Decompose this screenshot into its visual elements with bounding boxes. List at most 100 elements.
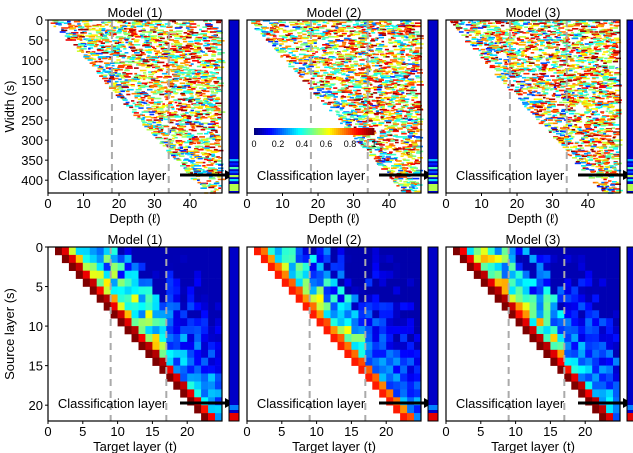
heatmap-cell — [554, 84, 560, 87]
heatmap-cell — [534, 43, 538, 45]
heatmap-cell — [585, 66, 593, 69]
colorbar-swatch — [286, 128, 289, 135]
heatmap-cell — [526, 41, 532, 44]
heatmap-cell — [151, 85, 158, 88]
heatmap-cell — [192, 77, 199, 80]
heatmap-cell — [174, 116, 182, 118]
heatmap-cell — [387, 104, 394, 106]
heatmap-cell — [163, 137, 169, 140]
heatmap-cell — [182, 79, 187, 81]
heatmap-cell — [147, 108, 153, 110]
heatmap-cell — [404, 85, 409, 88]
heatmap-cell — [132, 24, 136, 26]
heatmap-cell — [365, 78, 370, 81]
heatmap-cell — [414, 49, 420, 52]
heatmap-cell — [585, 129, 590, 132]
heatmap-cell — [209, 143, 217, 145]
heatmap-cell — [534, 84, 540, 87]
heatmap-cell — [560, 40, 564, 43]
heatmap-cell — [100, 33, 104, 36]
heatmap-cell — [300, 57, 305, 60]
heatmap-cell — [65, 39, 72, 41]
heatmap-cell — [366, 20, 374, 23]
heatmap-cell — [334, 36, 339, 38]
heatmap-cell — [587, 48, 592, 50]
heatmap-cell — [608, 65, 615, 68]
heatmap-cell — [382, 139, 390, 141]
heatmap-cell — [346, 24, 351, 27]
heatmap-cell — [384, 80, 392, 82]
heatmap-cell — [169, 119, 176, 121]
heatmap-cell — [217, 82, 224, 85]
heatmap-cell — [88, 48, 91, 50]
heatmap-cell — [504, 73, 511, 76]
heatmap-cell — [52, 20, 59, 22]
heatmap-cell — [213, 161, 217, 163]
heatmap-cell — [201, 171, 207, 173]
heatmap-cell — [191, 166, 195, 169]
heatmap-cell — [329, 78, 334, 81]
heatmap-cell — [273, 31, 280, 33]
heatmap-cell — [183, 32, 187, 34]
heatmap-cell — [599, 43, 607, 45]
heatmap-cell — [553, 22, 558, 24]
heatmap-cell — [325, 28, 331, 31]
heatmap-cell — [382, 61, 385, 64]
heatmap-cell — [592, 124, 599, 126]
heatmap-cell — [147, 126, 155, 129]
heatmap-cell — [183, 159, 191, 161]
colorbar-swatch — [282, 128, 285, 135]
heatmap-cell — [534, 36, 540, 38]
heatmap-cell — [327, 103, 331, 105]
heatmap-cell — [593, 130, 600, 133]
heatmap-cell — [300, 26, 305, 28]
heatmap-cell — [356, 86, 363, 89]
heatmap-cell — [339, 116, 345, 119]
heatmap-cell — [131, 55, 136, 57]
heatmap-cell — [202, 157, 206, 159]
heatmap-cell — [333, 104, 340, 107]
heatmap-cell — [171, 59, 176, 61]
heatmap-cell — [602, 122, 608, 125]
heatmap-cell — [192, 168, 198, 170]
heatmap-cell — [392, 86, 397, 89]
heatmap-cell — [139, 86, 146, 89]
heatmap-cell — [215, 108, 221, 110]
heatmap-cell — [352, 83, 356, 85]
heatmap-cell — [550, 110, 554, 113]
heatmap-cell — [377, 91, 384, 93]
heatmap-cell — [461, 34, 468, 36]
heatmap-cell — [401, 48, 407, 50]
heatmap-cell — [603, 62, 607, 64]
heatmap-cell — [409, 187, 413, 189]
heatmap-cell — [203, 81, 211, 84]
heatmap-cell — [114, 91, 121, 93]
heatmap-cell — [217, 104, 222, 107]
heatmap-cell — [401, 106, 405, 109]
heatmap-cell — [545, 117, 553, 120]
heatmap-cell — [584, 131, 590, 133]
heatmap-cell — [383, 159, 390, 161]
heatmap-cell — [592, 64, 597, 67]
heatmap-cell — [322, 21, 328, 24]
heatmap-cell — [330, 77, 336, 80]
heatmap-cell — [131, 84, 135, 87]
heatmap-cell — [274, 40, 279, 43]
heatmap-cell — [499, 41, 507, 44]
heatmap-cell — [412, 61, 419, 64]
heatmap-cell — [327, 20, 334, 22]
heatmap-cell — [565, 124, 568, 126]
heatmap-cell — [307, 26, 315, 28]
heatmap-cell — [408, 41, 413, 44]
heatmap-cell — [598, 86, 606, 89]
heatmap-cell — [609, 48, 616, 51]
side-strip-stripes — [229, 159, 239, 191]
heatmap-cell — [322, 44, 328, 46]
heatmap-cell — [332, 24, 335, 27]
heatmap-cell — [346, 48, 350, 50]
heatmap-cell — [565, 68, 573, 70]
heatmap-cell — [208, 137, 216, 140]
heatmap-cell — [140, 52, 145, 54]
heatmap-cell — [350, 64, 356, 66]
heatmap-cell — [114, 69, 118, 72]
